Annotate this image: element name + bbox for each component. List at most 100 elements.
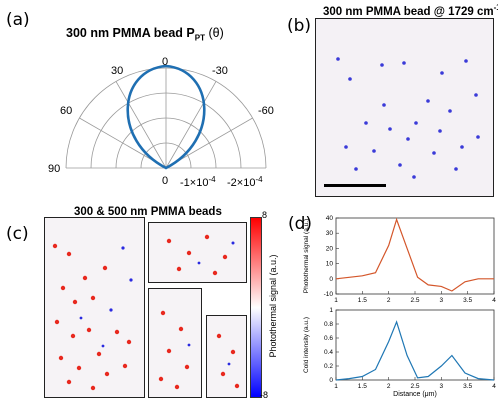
- ytick-label: 10: [326, 261, 334, 268]
- colorbar-min-label: -8: [260, 390, 269, 400]
- radial-label-1e-4-exp: -4: [208, 175, 216, 184]
- panel-c-label: (c): [6, 224, 29, 244]
- xtick-label: 1.5: [358, 383, 367, 390]
- bead-dot: [222, 254, 228, 260]
- bead-dot: [176, 266, 182, 272]
- c-main-dots: [52, 243, 133, 391]
- bead-dot: [454, 167, 458, 171]
- ytick-label: 20: [326, 245, 334, 252]
- angle-label-60: 60: [60, 105, 72, 117]
- bead-dot: [220, 371, 226, 377]
- xtick-label: 2: [387, 297, 391, 304]
- bead-dot: [406, 137, 410, 141]
- c-inset-top-dots: [166, 234, 235, 276]
- bead-dot: [166, 348, 172, 354]
- panel-b-title-main: 300 nm PMMA bead @ 1729 cm: [323, 5, 494, 18]
- bead-dot: [66, 379, 72, 385]
- bead-dot: [336, 57, 340, 61]
- bead-dot: [460, 145, 464, 149]
- bead-dot: [158, 376, 164, 382]
- bead-dot: [426, 99, 430, 103]
- bottom-xticks: 1 1.5 2 2.5 3 3.5 4: [334, 377, 496, 390]
- bead-dot: [186, 250, 192, 256]
- bead-dot: [380, 63, 384, 67]
- angle-label-90: 90: [48, 163, 60, 175]
- polar-plot: 30 -30 60 -60 90 0 0 -1×10-4 -2×10-4: [48, 56, 274, 189]
- cold-intensity-line: [335, 320, 495, 381]
- bead-dot: [231, 241, 235, 245]
- bead-dot: [174, 384, 180, 390]
- xtick-label: 2.5: [410, 383, 419, 390]
- panel-a-title-sub: PT: [194, 33, 205, 43]
- bead-dot: [166, 238, 172, 244]
- bottom-xlabel: Distance (μm): [393, 391, 437, 398]
- xtick-label: 2: [387, 383, 391, 390]
- bead-dot: [474, 93, 478, 97]
- bead-dot: [412, 175, 416, 179]
- panel-b-image: [315, 18, 494, 197]
- bead-dot: [440, 71, 444, 75]
- bead-dot: [102, 265, 108, 271]
- bead-dot: [197, 261, 201, 265]
- bottom-axes-box: [335, 309, 495, 381]
- bottom-yticks: 1 0.8 0.6 0.4 0.2 0: [324, 307, 339, 384]
- radial-label-2e-4-exp: -4: [255, 175, 263, 184]
- bead-dot: [122, 363, 128, 369]
- ytick-label: 0: [329, 377, 333, 384]
- bead-dot: [121, 246, 125, 250]
- panel-c-inset-bottom-left: [148, 288, 202, 398]
- ytick-label: 0.2: [324, 363, 333, 370]
- ytick-label: 0.4: [324, 349, 333, 356]
- panel-d-label: (d): [288, 214, 313, 234]
- xtick-label: 4: [492, 383, 496, 390]
- bead-dot: [101, 344, 105, 348]
- bead-dot: [86, 327, 92, 333]
- bead-dot: [72, 299, 78, 305]
- bead-dot: [234, 383, 240, 389]
- bead-dot: [66, 251, 72, 257]
- bead-dot: [178, 326, 184, 332]
- panel-a-title-main: 300 nm PMMA bead P: [66, 26, 195, 40]
- ytick-label: 40: [326, 215, 334, 222]
- xtick-label: 1: [334, 297, 338, 304]
- bead-dot: [79, 316, 83, 320]
- bead-dot: [402, 61, 406, 65]
- spoke-minus30: [165, 81, 217, 169]
- ytick-label: 30: [326, 230, 334, 237]
- ytick-label: 0.8: [324, 321, 333, 328]
- bead-dot: [96, 351, 102, 357]
- top-xticks: 1 1.5 2 2.5 3 3.5 4: [334, 291, 496, 304]
- colorbar: [250, 217, 262, 398]
- radial-label-1e-4: -1×10-4: [180, 175, 216, 189]
- bead-dot: [212, 270, 218, 276]
- bead-dot: [348, 77, 352, 81]
- bead-dot: [60, 285, 66, 291]
- bead-dot: [230, 349, 236, 355]
- bead-dot: [398, 163, 402, 167]
- bead-dot: [344, 145, 348, 149]
- bead-dot: [372, 149, 376, 153]
- panel-c-main-image: [44, 217, 145, 398]
- scale-bar: [324, 184, 386, 187]
- xtick-label: 3.5: [463, 383, 472, 390]
- radial-label-2e-4-base: -2×10: [227, 177, 255, 189]
- bead-dot: [114, 329, 120, 335]
- spoke-30: [115, 81, 167, 169]
- bead-dot: [58, 355, 64, 361]
- bottom-ylabel: Cold intensity (a.u.): [303, 317, 310, 373]
- colorbar-max-label: 8: [262, 210, 268, 220]
- bead-dot: [464, 59, 468, 63]
- c-inset-br-dots: [216, 333, 240, 389]
- panel-c-title: 300 & 500 nm PMMA beads: [74, 206, 222, 218]
- ytick-label: 0.6: [324, 335, 333, 342]
- panel-a-label: (a): [6, 10, 30, 30]
- bead-dot: [216, 333, 222, 339]
- bead-dot: [438, 129, 442, 133]
- bead-dot: [354, 167, 358, 171]
- panel-a-title: 300 nm PMMA bead PPT (θ): [66, 26, 224, 43]
- panel-c-inset-top: [148, 222, 247, 283]
- bead-dot: [90, 295, 96, 301]
- radial-label-2e-4: -2×10-4: [227, 175, 263, 189]
- photothermal-line: [335, 217, 494, 292]
